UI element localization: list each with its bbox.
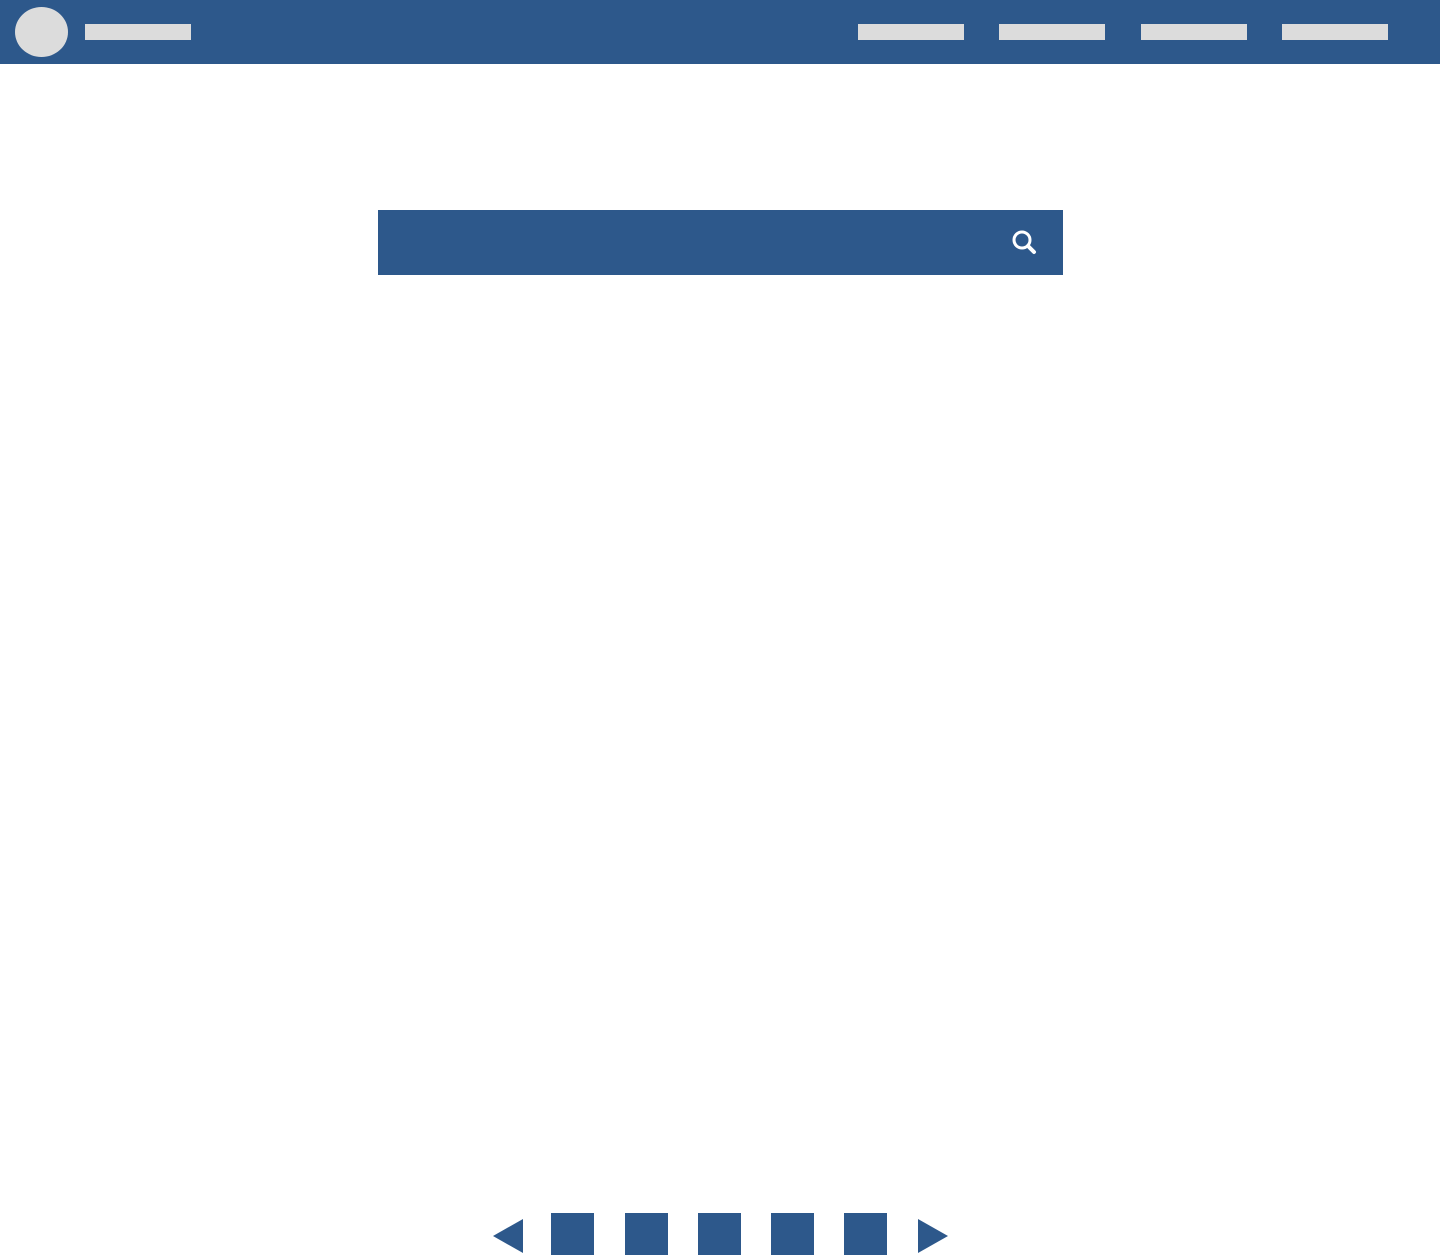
page-button-2[interactable] xyxy=(625,1213,668,1255)
nav-item-3-placeholder[interactable] xyxy=(1141,24,1247,40)
nav-item-4-placeholder[interactable] xyxy=(1282,24,1388,40)
page-button-4[interactable] xyxy=(771,1213,814,1255)
search-icon[interactable] xyxy=(1010,228,1038,256)
brand-name-placeholder[interactable] xyxy=(85,24,191,40)
nav-item-1-placeholder[interactable] xyxy=(858,24,964,40)
logo-avatar-placeholder[interactable] xyxy=(15,7,68,57)
page-button-5[interactable] xyxy=(844,1213,887,1255)
page-button-1[interactable] xyxy=(551,1213,594,1255)
nav-item-2-placeholder[interactable] xyxy=(999,24,1105,40)
top-navbar xyxy=(0,0,1440,64)
prev-page-button[interactable] xyxy=(492,1218,524,1254)
page-button-3[interactable] xyxy=(698,1213,741,1255)
search-bar[interactable] xyxy=(378,210,1063,275)
next-page-button[interactable] xyxy=(917,1218,949,1254)
